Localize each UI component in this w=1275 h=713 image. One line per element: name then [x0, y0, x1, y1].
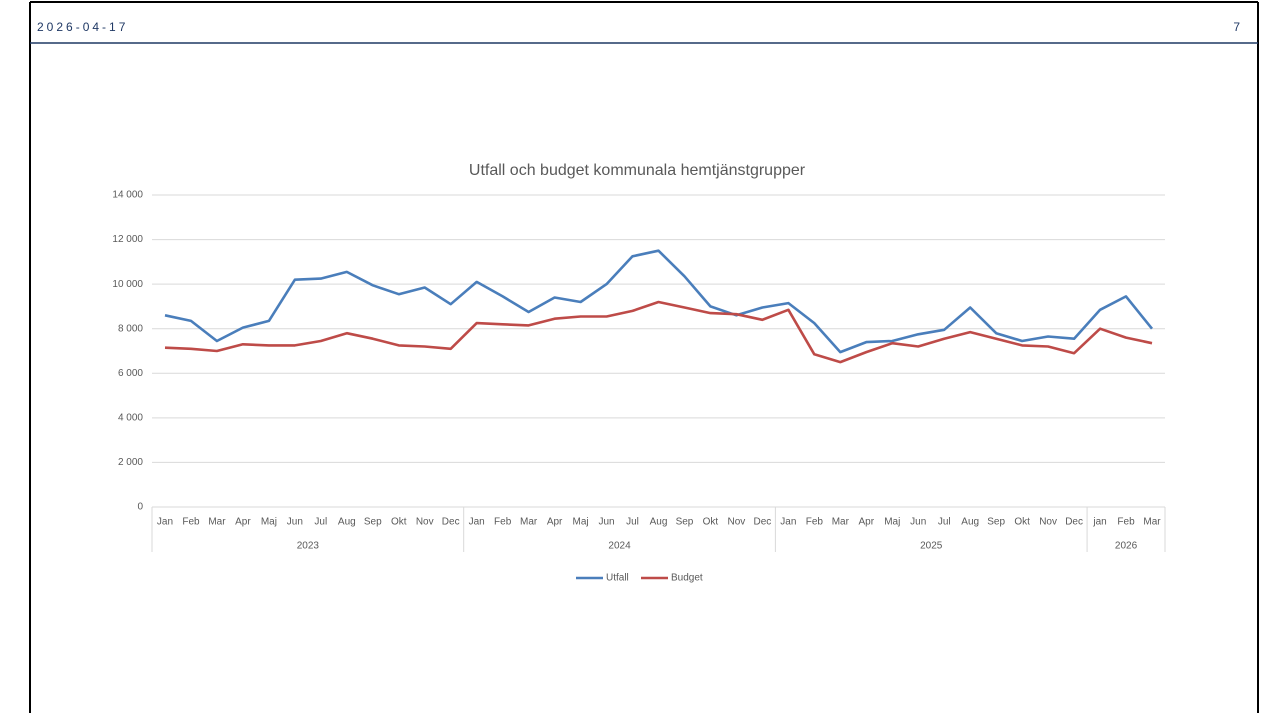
x-tick-label: Jun	[598, 517, 614, 528]
x-tick-label: Aug	[961, 517, 979, 528]
x-tick-label: Feb	[806, 517, 824, 528]
x-tick-label: Maj	[573, 517, 589, 528]
group-label: 2026	[1115, 541, 1138, 552]
x-tick-label: Okt	[1014, 517, 1030, 528]
x-tick-label: Mar	[520, 517, 538, 528]
x-tick-label: Mar	[1143, 517, 1161, 528]
legend-label: Utfall	[606, 573, 629, 584]
x-tick-label: Sep	[676, 517, 694, 528]
header-page: 7	[1233, 20, 1243, 34]
x-tick-label: Jun	[287, 517, 303, 528]
x-tick-label: Nov	[1039, 517, 1057, 528]
x-tick-label: Dec	[442, 517, 460, 528]
group-label: 2025	[920, 541, 943, 552]
x-tick-label: Dec	[1065, 517, 1083, 528]
x-tick-label: Maj	[261, 517, 277, 528]
x-tick-label: Jan	[780, 517, 796, 528]
y-tick-label: 0	[137, 502, 143, 513]
group-label: 2023	[297, 541, 320, 552]
x-tick-label: Sep	[987, 517, 1005, 528]
y-tick-label: 4 000	[118, 412, 143, 423]
x-tick-label: Aug	[338, 517, 356, 528]
chart-title: Utfall och budget kommunala hemtjänstgru…	[469, 162, 806, 179]
x-tick-label: Apr	[547, 517, 563, 528]
group-label: 2024	[608, 541, 631, 552]
y-tick-label: 10 000	[112, 279, 143, 290]
y-tick-label: 8 000	[118, 323, 143, 334]
x-tick-label: Mar	[208, 517, 226, 528]
legend-label: Budget	[671, 573, 703, 584]
header-date: 2026-04-17	[37, 20, 128, 34]
x-tick-label: Apr	[235, 517, 251, 528]
x-tick-label: Feb	[182, 517, 200, 528]
x-tick-label: Dec	[753, 517, 771, 528]
y-tick-label: 2 000	[118, 457, 143, 468]
y-tick-label: 6 000	[118, 368, 143, 379]
x-tick-label: Apr	[859, 517, 875, 528]
x-tick-label: Okt	[391, 517, 407, 528]
x-tick-label: Nov	[728, 517, 746, 528]
x-tick-label: Sep	[364, 517, 382, 528]
x-tick-label: Mar	[832, 517, 850, 528]
x-tick-label: Feb	[1117, 517, 1135, 528]
x-tick-label: Maj	[884, 517, 900, 528]
x-tick-label: Jul	[314, 517, 327, 528]
x-tick-label: Aug	[650, 517, 668, 528]
series-line	[164, 300, 1153, 364]
x-tick-label: jan	[1092, 517, 1106, 528]
x-tick-label: Jan	[157, 517, 173, 528]
x-tick-label: Jul	[626, 517, 639, 528]
x-tick-label: Okt	[703, 517, 719, 528]
x-tick-label: Nov	[416, 517, 434, 528]
y-tick-label: 12 000	[112, 234, 143, 245]
series-line	[164, 249, 1154, 354]
x-tick-label: Jul	[938, 517, 951, 528]
x-tick-label: Jan	[469, 517, 485, 528]
x-tick-label: Feb	[494, 517, 512, 528]
y-tick-label: 14 000	[112, 190, 143, 201]
x-tick-label: Jun	[910, 517, 926, 528]
